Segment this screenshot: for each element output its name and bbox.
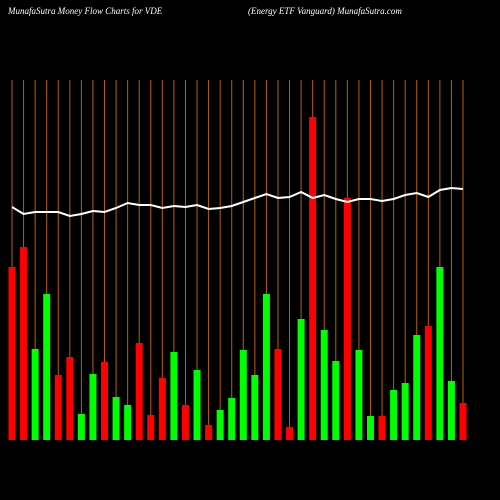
bar bbox=[274, 349, 282, 440]
bar bbox=[378, 416, 386, 440]
bar bbox=[158, 378, 166, 440]
bar bbox=[366, 416, 374, 440]
bar bbox=[251, 375, 259, 440]
money-flow-line bbox=[11, 186, 464, 218]
bar bbox=[286, 427, 294, 440]
bar bbox=[181, 405, 189, 440]
bar bbox=[228, 398, 236, 440]
bar bbox=[424, 326, 432, 440]
bar bbox=[147, 415, 155, 440]
bar bbox=[297, 319, 305, 440]
bar bbox=[355, 350, 363, 440]
bar bbox=[332, 361, 340, 440]
bar bbox=[216, 410, 224, 440]
bar bbox=[31, 349, 39, 440]
bar bbox=[343, 198, 351, 440]
bar bbox=[66, 357, 74, 440]
bar bbox=[309, 117, 317, 440]
bar bbox=[205, 425, 213, 440]
bar bbox=[8, 267, 16, 440]
bar bbox=[262, 294, 270, 440]
chart-subtitle: (Energy ETF Vanguard) MunafaSutra.com bbox=[248, 6, 402, 16]
bar bbox=[447, 381, 455, 440]
bar bbox=[170, 352, 178, 440]
bar bbox=[89, 374, 97, 440]
bar bbox=[401, 383, 409, 440]
bar bbox=[413, 335, 421, 440]
bar bbox=[320, 330, 328, 440]
bar bbox=[193, 370, 201, 440]
bar bbox=[77, 414, 85, 440]
bar bbox=[20, 247, 28, 440]
bar bbox=[124, 405, 132, 440]
bar bbox=[390, 390, 398, 440]
bar bbox=[54, 375, 62, 440]
bar bbox=[101, 362, 109, 440]
bar bbox=[43, 294, 51, 440]
chart-title: MunafaSutra Money Flow Charts for VDE bbox=[7, 6, 163, 16]
bar bbox=[459, 403, 467, 440]
bar bbox=[135, 343, 143, 440]
bar bbox=[239, 350, 247, 440]
bar bbox=[436, 267, 444, 440]
bar bbox=[112, 397, 120, 440]
